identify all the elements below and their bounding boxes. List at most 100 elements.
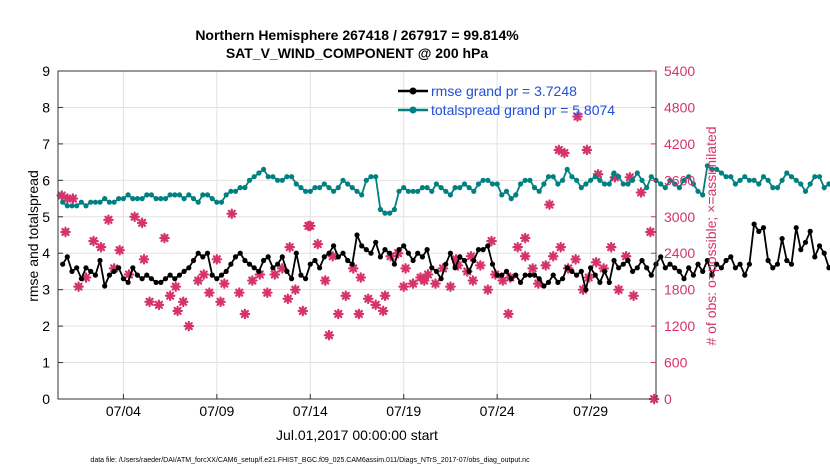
rmse-point [821,250,827,256]
obs-marker-stroke [646,227,655,237]
obs-marker [555,241,566,253]
spread-point [134,196,140,202]
obs-marker [290,284,301,295]
rmse-point [709,272,715,278]
spread-point [545,174,552,180]
spread-point [541,181,547,187]
y2-tick-label: 600 [664,355,688,371]
spread-point [788,174,795,180]
x-axis-ticks: 07/04 07/09 07/14 07/19 07/24 07/29 [106,394,608,419]
spread-point [405,188,411,194]
series-lines [60,163,830,293]
obs-marker-stroke [334,309,343,319]
obs-marker [418,275,430,286]
obs-marker-stroke [104,215,113,224]
spread-point [686,174,692,180]
spread-point [204,192,211,198]
obs-marker [192,275,204,286]
rmse-point [723,257,729,264]
spread-point [480,177,486,183]
obs-marker [62,193,73,204]
obs-marker [333,308,344,320]
obs-marker-stroke [278,264,287,273]
spread-point [172,192,178,198]
spread-point [190,196,197,202]
spread-point [223,192,229,198]
spread-point [111,199,117,205]
rmse-point [695,261,701,267]
right-axis-ticks: 0 600 1200 1800 2400 3000 3600 4200 4800 5400 [651,63,695,407]
rmse-point [60,261,66,267]
rmse-point [261,257,267,264]
spread-point [784,170,790,176]
spread-point [592,174,598,180]
spread-point [704,163,711,169]
spread-point [139,196,145,202]
obs-marker-stroke [599,264,608,273]
obs-marker-stroke [328,252,337,261]
y-tick-label: 0 [42,391,50,407]
obs-marker-stroke [380,291,390,300]
spread-point [279,177,285,183]
rmse-point [489,261,496,267]
obs-marker-stroke [487,236,496,246]
spread-point [429,188,435,194]
spread-point [630,177,636,183]
spread-point [639,177,645,183]
rmse-point [232,254,239,260]
rmse-point [779,236,785,242]
spread-point [774,185,781,191]
spread-point [779,177,785,183]
rmse-point [415,250,421,256]
spread-point [120,196,126,202]
spread-point [382,210,388,216]
spread-point [760,174,767,180]
y2-tick-label: 3000 [664,209,695,225]
rmse-point [116,265,122,271]
obs-marker-stroke [154,300,164,309]
obs-marker [226,208,238,220]
rmse-point [443,261,449,267]
spread-point [648,174,654,180]
obs-marker [475,260,486,271]
spread-point [826,181,830,187]
rmse-point [158,279,164,285]
left-axis-ticks: 0 1 2 3 4 5 6 7 8 9 [42,63,63,407]
rmse-point [658,254,664,260]
rmse-point [396,247,402,253]
spread-point [634,170,640,176]
spread-point [116,196,122,202]
rmse-point [480,247,486,253]
obs-marker [284,241,296,253]
rmse-point [541,283,547,289]
spread-point [723,174,729,180]
obs-marker-stroke [504,309,513,319]
obs-marker-stroke [476,261,485,270]
rmse-point [200,254,206,260]
obs-marker-stroke [399,282,408,291]
y-axis-label: rmse and totalspread [25,170,41,302]
legend-spread-marker [409,106,417,114]
obs-marker [353,308,365,320]
spread-point [466,185,472,191]
obs-marker-stroke [521,233,530,243]
obs-marker-stroke [379,306,388,316]
y2-tick-label: 3600 [664,172,695,188]
obs-marker-stroke [420,276,429,285]
spread-point [261,166,267,172]
rmse-point [826,265,830,271]
spread-point [597,177,603,183]
spread-point [695,188,701,194]
spread-point [765,177,771,183]
spread-point [321,181,327,187]
spread-point [331,188,337,194]
rmse-point [321,254,327,260]
obs-marker-stroke [220,279,229,288]
spread-point [167,192,173,198]
spread-point [232,188,239,194]
rmse-point [798,247,804,253]
rmse-point [592,272,598,278]
rmse-point [499,272,505,278]
obs-marker-stroke [607,243,616,252]
spread-point [102,196,108,202]
